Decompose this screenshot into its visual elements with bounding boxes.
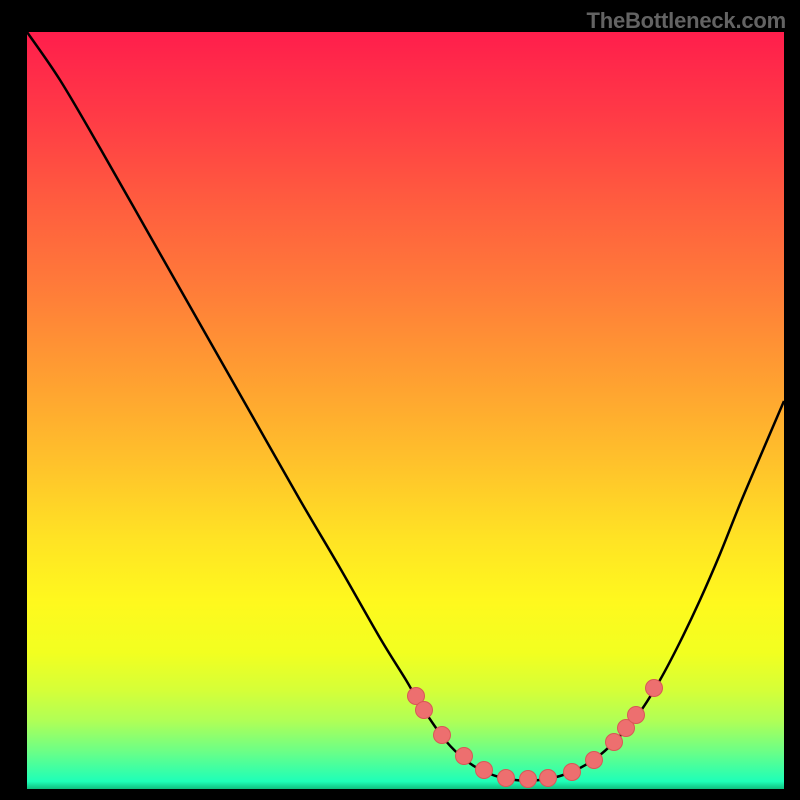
data-marker xyxy=(563,763,581,781)
data-marker xyxy=(497,769,515,787)
chart-area xyxy=(27,32,784,789)
data-marker xyxy=(539,769,557,787)
data-marker xyxy=(645,679,663,697)
data-marker xyxy=(605,733,623,751)
data-marker xyxy=(455,747,473,765)
data-marker xyxy=(519,770,537,788)
data-marker xyxy=(433,726,451,744)
curve-layer xyxy=(27,32,784,789)
watermark: TheBottleneck.com xyxy=(586,8,786,34)
data-marker xyxy=(475,761,493,779)
data-marker xyxy=(585,751,603,769)
data-marker xyxy=(627,706,645,724)
curve-line xyxy=(27,32,784,781)
data-marker xyxy=(415,701,433,719)
